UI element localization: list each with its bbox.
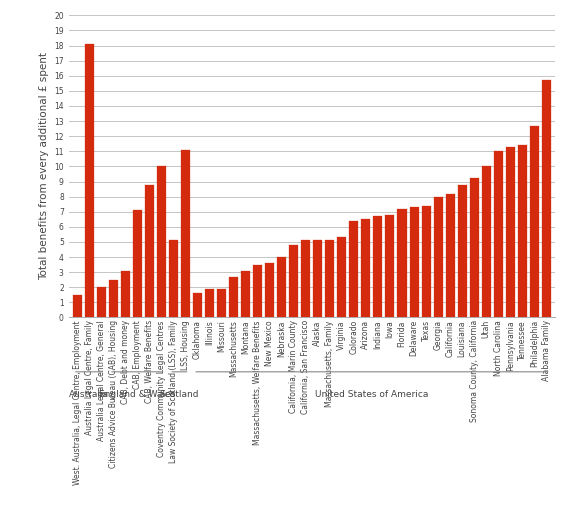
Bar — [313, 241, 322, 317]
Bar — [482, 166, 491, 317]
Bar — [446, 194, 455, 317]
Bar — [398, 209, 407, 317]
Bar — [169, 241, 178, 317]
Text: Scotland: Scotland — [160, 390, 199, 399]
Bar — [205, 289, 214, 317]
Bar — [422, 206, 431, 317]
Bar — [301, 241, 310, 317]
Bar — [157, 166, 166, 317]
Bar — [470, 179, 479, 317]
Bar — [193, 293, 202, 317]
Bar — [73, 295, 82, 317]
Bar — [121, 271, 130, 317]
Bar — [265, 263, 274, 317]
Bar — [133, 210, 142, 317]
Bar — [109, 280, 118, 317]
Bar — [85, 44, 94, 317]
Bar — [145, 184, 154, 317]
Bar — [518, 145, 527, 317]
Bar — [97, 287, 106, 317]
Bar — [506, 147, 515, 317]
Bar — [181, 150, 190, 317]
Bar — [410, 207, 419, 317]
Bar — [530, 125, 539, 317]
Text: Australia: Australia — [69, 390, 109, 399]
Bar — [386, 215, 395, 317]
Bar — [374, 216, 383, 317]
Bar — [217, 289, 226, 317]
Bar — [289, 245, 298, 317]
Bar — [494, 152, 503, 317]
Bar — [325, 241, 334, 317]
Bar — [542, 80, 551, 317]
Y-axis label: Total benefits from every additional £ spent: Total benefits from every additional £ s… — [38, 52, 49, 281]
Bar — [458, 184, 467, 317]
Bar — [337, 238, 346, 317]
Bar — [241, 271, 250, 317]
Bar — [229, 276, 238, 317]
Bar — [349, 221, 359, 317]
Bar — [253, 265, 262, 317]
Text: United States of America: United States of America — [315, 390, 428, 399]
Bar — [434, 197, 443, 317]
Text: England & Wales: England & Wales — [99, 390, 176, 399]
Bar — [277, 257, 286, 317]
Bar — [362, 219, 371, 317]
